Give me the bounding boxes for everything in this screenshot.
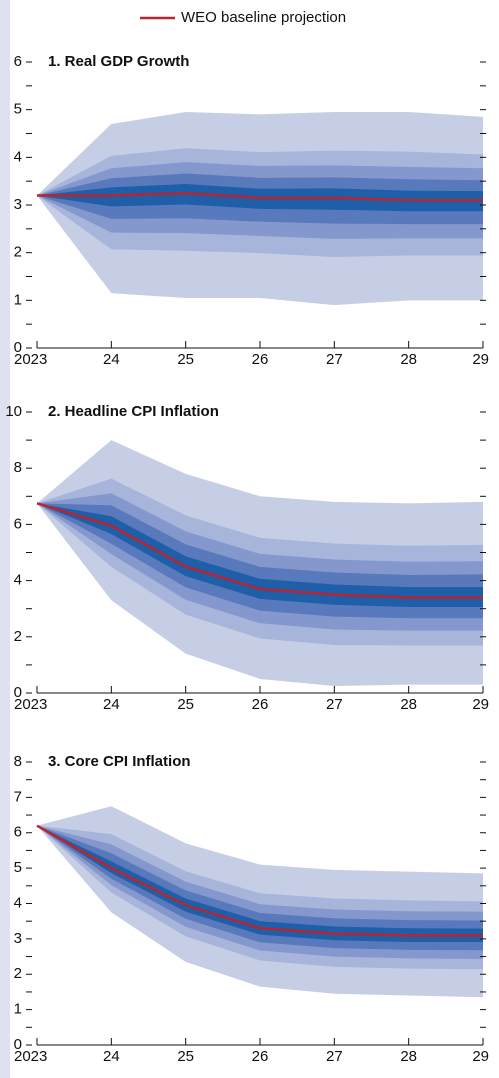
- y-tick-label: 5: [14, 859, 22, 876]
- x-tick-label: 2023: [14, 1048, 47, 1065]
- y-tick-label: 4: [14, 148, 22, 165]
- y-tick-label: 6: [14, 824, 22, 841]
- y-tick-label: 10: [5, 403, 22, 420]
- x-tick-label: 24: [103, 696, 120, 713]
- baseline-line: [36, 502, 483, 599]
- y-tick-label: 2: [14, 628, 22, 645]
- x-tick-label: 26: [252, 1048, 269, 1065]
- x-tick-label: 29: [472, 351, 489, 368]
- y-tick-label: 1: [14, 1001, 22, 1018]
- x-tick-label: 25: [177, 351, 194, 368]
- x-tick-label: 25: [177, 1048, 194, 1065]
- side-strip: [0, 0, 10, 1078]
- x-tick-label: 28: [400, 696, 417, 713]
- x-tick-label: 27: [326, 696, 343, 713]
- y-tick-label: 8: [14, 753, 22, 770]
- baseline-line: [36, 824, 483, 937]
- y-tick-label: 6: [14, 53, 22, 70]
- x-tick-label: 29: [472, 696, 489, 713]
- x-tick-label: 2023: [14, 696, 47, 713]
- y-tick-label: 6: [14, 515, 22, 532]
- y-tick-label: 0: [14, 684, 22, 701]
- baseline-line: [37, 191, 483, 202]
- x-tick-label: 29: [472, 1048, 489, 1065]
- y-tick-label: 4: [14, 894, 22, 911]
- y-tick-label: 8: [14, 459, 22, 476]
- y-tick-label: 3: [14, 196, 22, 213]
- x-tick-label: 24: [103, 351, 120, 368]
- x-tick-label: 24: [103, 1048, 120, 1065]
- y-tick-label: 1: [14, 291, 22, 308]
- x-tick-label: 2023: [14, 351, 47, 368]
- y-tick-label: 4: [14, 572, 22, 589]
- x-tick-label: 25: [177, 696, 194, 713]
- y-tick-label: 0: [14, 339, 22, 356]
- chart-title: 2. Headline CPI Inflation: [48, 403, 219, 420]
- y-tick-label: 7: [14, 788, 22, 805]
- y-tick-label: 2: [14, 244, 22, 261]
- y-tick-label: 5: [14, 101, 22, 118]
- y-tick-label: 0: [14, 1036, 22, 1053]
- y-tick-label: 3: [14, 930, 22, 947]
- chart-title: 3. Core CPI Inflation: [48, 753, 191, 770]
- x-tick-label: 27: [326, 351, 343, 368]
- x-tick-label: 26: [252, 696, 269, 713]
- fan-band: [37, 825, 483, 943]
- chart-title: 1. Real GDP Growth: [48, 53, 189, 70]
- legend-label: WEO baseline projection: [181, 9, 346, 26]
- x-tick-label: 28: [400, 1048, 417, 1065]
- y-tick-label: 2: [14, 965, 22, 982]
- x-tick-label: 27: [326, 1048, 343, 1065]
- x-tick-label: 26: [252, 351, 269, 368]
- x-tick-label: 28: [400, 351, 417, 368]
